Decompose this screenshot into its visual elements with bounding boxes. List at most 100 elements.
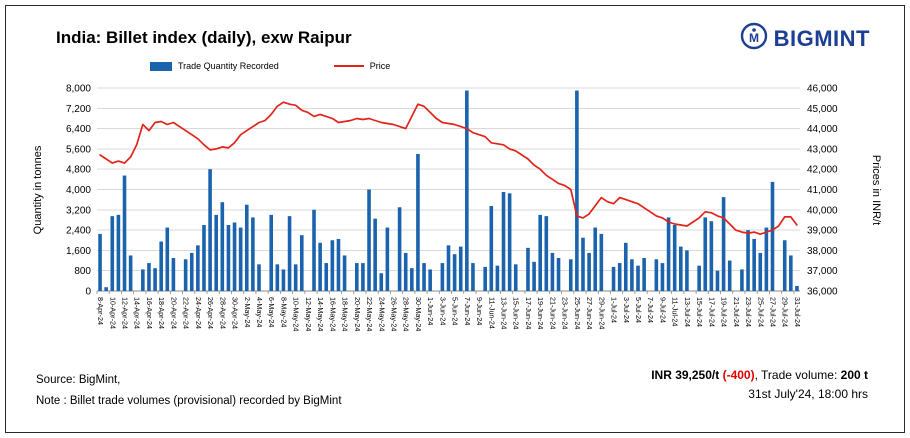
legend-quantity-label: Trade Quantity Recorded (178, 61, 279, 71)
svg-text:24-Apr-24: 24-Apr-24 (194, 297, 203, 329)
svg-text:5,600: 5,600 (66, 144, 91, 155)
svg-text:8-May-24: 8-May-24 (279, 297, 288, 327)
bigmint-logo-text: BIGMINT (773, 25, 870, 51)
svg-text:13-Jul-24: 13-Jul-24 (683, 297, 692, 327)
quantity-swatch-icon (150, 61, 172, 71)
svg-text:27-Jun-24: 27-Jun-24 (585, 297, 594, 329)
svg-text:17-Jun-24: 17-Jun-24 (524, 297, 533, 329)
svg-text:0: 0 (85, 287, 91, 298)
svg-text:24-May-24: 24-May-24 (377, 297, 386, 331)
svg-text:800: 800 (74, 266, 91, 277)
svg-text:20-May-24: 20-May-24 (353, 297, 362, 331)
svg-text:2,400: 2,400 (66, 226, 91, 237)
svg-text:1-Jul-24: 1-Jul-24 (610, 297, 619, 323)
svg-text:15-Jul-24: 15-Jul-24 (695, 297, 704, 327)
svg-text:17-Jul-24: 17-Jul-24 (707, 297, 716, 327)
svg-text:10-May-24: 10-May-24 (292, 297, 301, 331)
svg-text:29-Jun-24: 29-Jun-24 (597, 297, 606, 329)
svg-text:25-Jul-24: 25-Jul-24 (756, 297, 765, 327)
svg-text:11-Jun-24: 11-Jun-24 (487, 297, 496, 329)
svg-text:40,000: 40,000 (807, 205, 838, 216)
svg-text:26-Apr-24: 26-Apr-24 (206, 297, 215, 329)
svg-text:1,600: 1,600 (66, 246, 91, 257)
svg-text:18-May-24: 18-May-24 (341, 297, 350, 331)
svg-text:29-Jul-24: 29-Jul-24 (781, 297, 790, 327)
svg-text:21-Jul-24: 21-Jul-24 (732, 297, 741, 327)
bigmint-logo-icon: M (740, 22, 768, 55)
svg-text:7-Jun-24: 7-Jun-24 (463, 297, 472, 325)
price-value: INR 39,250/t (651, 368, 723, 382)
legend-price-label: Price (369, 61, 391, 71)
svg-text:13-Jun-24: 13-Jun-24 (500, 297, 509, 329)
svg-text:30-May-24: 30-May-24 (414, 297, 423, 331)
price-swatch-icon (333, 65, 364, 67)
svg-text:15-Jun-24: 15-Jun-24 (512, 297, 521, 329)
svg-text:20-Apr-24: 20-Apr-24 (169, 297, 178, 329)
svg-text:11-Jul-24: 11-Jul-24 (671, 297, 680, 326)
svg-text:26-May-24: 26-May-24 (389, 297, 398, 331)
svg-text:3-Jul-24: 3-Jul-24 (622, 297, 631, 323)
svg-text:7-Jul-24: 7-Jul-24 (646, 297, 655, 323)
svg-text:38,000: 38,000 (807, 246, 838, 257)
svg-text:M: M (749, 31, 759, 45)
svg-text:6,400: 6,400 (66, 124, 91, 135)
svg-text:16-Apr-24: 16-Apr-24 (145, 297, 154, 329)
svg-text:2-May-24: 2-May-24 (243, 297, 252, 327)
y-axis-left-title: Quantity in tonnes (32, 145, 44, 235)
svg-text:14-May-24: 14-May-24 (316, 297, 325, 331)
svg-text:19-Jul-24: 19-Jul-24 (720, 297, 729, 327)
svg-text:36,000: 36,000 (807, 287, 838, 298)
svg-text:12-May-24: 12-May-24 (304, 297, 313, 331)
footer-notes: Source: BigMint, Note : Billet trade vol… (36, 370, 342, 413)
source-note: Source: BigMint, (36, 374, 121, 386)
svg-text:45,000: 45,000 (807, 104, 838, 115)
svg-text:37,000: 37,000 (807, 266, 838, 277)
svg-text:23-Jul-24: 23-Jul-24 (744, 297, 753, 327)
svg-text:22-Apr-24: 22-Apr-24 (182, 297, 191, 329)
svg-text:16-May-24: 16-May-24 (328, 297, 337, 331)
svg-text:44,000: 44,000 (807, 124, 838, 135)
svg-text:4-May-24: 4-May-24 (255, 297, 264, 327)
svg-text:39,000: 39,000 (807, 226, 838, 237)
svg-text:9-Jun-24: 9-Jun-24 (475, 297, 484, 325)
svg-text:5-Jun-24: 5-Jun-24 (451, 297, 460, 325)
bigmint-logo: M BIGMINT (740, 22, 870, 55)
page-title: India: Billet index (daily), exw Raipur (56, 28, 352, 47)
svg-text:4,800: 4,800 (66, 165, 91, 176)
svg-text:21-Jun-24: 21-Jun-24 (548, 297, 557, 329)
svg-text:23-Jun-24: 23-Jun-24 (561, 297, 570, 329)
svg-text:7,200: 7,200 (66, 104, 91, 115)
svg-text:42,000: 42,000 (807, 165, 838, 176)
svg-text:28-May-24: 28-May-24 (402, 297, 411, 331)
volume-value: 200 t (840, 368, 868, 382)
legend-item-quantity: Trade Quantity Recorded (150, 61, 279, 71)
svg-text:25-Jun-24: 25-Jun-24 (573, 297, 582, 329)
svg-text:1-Jun-24: 1-Jun-24 (426, 297, 435, 325)
svg-text:43,000: 43,000 (807, 144, 838, 155)
svg-text:10-Apr-24: 10-Apr-24 (108, 297, 117, 329)
svg-text:30-Apr-24: 30-Apr-24 (231, 297, 240, 329)
svg-text:9-Jul-24: 9-Jul-24 (658, 297, 667, 323)
svg-text:27-Jul-24: 27-Jul-24 (768, 297, 777, 327)
svg-text:41,000: 41,000 (807, 185, 838, 196)
timestamp: 31st July'24, 18:00 hrs (748, 387, 868, 402)
svg-text:4,000: 4,000 (66, 185, 91, 196)
price-summary-line: INR 39,250/t (-400), Trade volume: 200 t (651, 366, 868, 385)
svg-text:8,000: 8,000 (66, 84, 91, 95)
svg-text:22-May-24: 22-May-24 (365, 297, 374, 331)
price-summary: INR 39,250/t (-400), Trade volume: 200 t… (651, 366, 868, 404)
svg-text:3-Jun-24: 3-Jun-24 (438, 297, 447, 325)
svg-text:6-May-24: 6-May-24 (267, 297, 276, 327)
svg-text:28-Apr-24: 28-Apr-24 (218, 297, 227, 329)
svg-text:12-Apr-24: 12-Apr-24 (121, 297, 130, 329)
y-axis-right-title: Prices in INR/t (870, 154, 882, 226)
svg-text:8-Apr-24: 8-Apr-24 (96, 297, 105, 325)
svg-text:14-Apr-24: 14-Apr-24 (133, 297, 142, 329)
svg-text:5-Jul-24: 5-Jul-24 (634, 297, 643, 323)
price-change: (-400) (722, 368, 755, 382)
legend-item-price: Price (333, 61, 391, 71)
svg-text:3,200: 3,200 (66, 205, 91, 216)
provisional-note: Note : Billet trade volumes (provisional… (36, 395, 342, 408)
svg-text:46,000: 46,000 (807, 84, 838, 95)
